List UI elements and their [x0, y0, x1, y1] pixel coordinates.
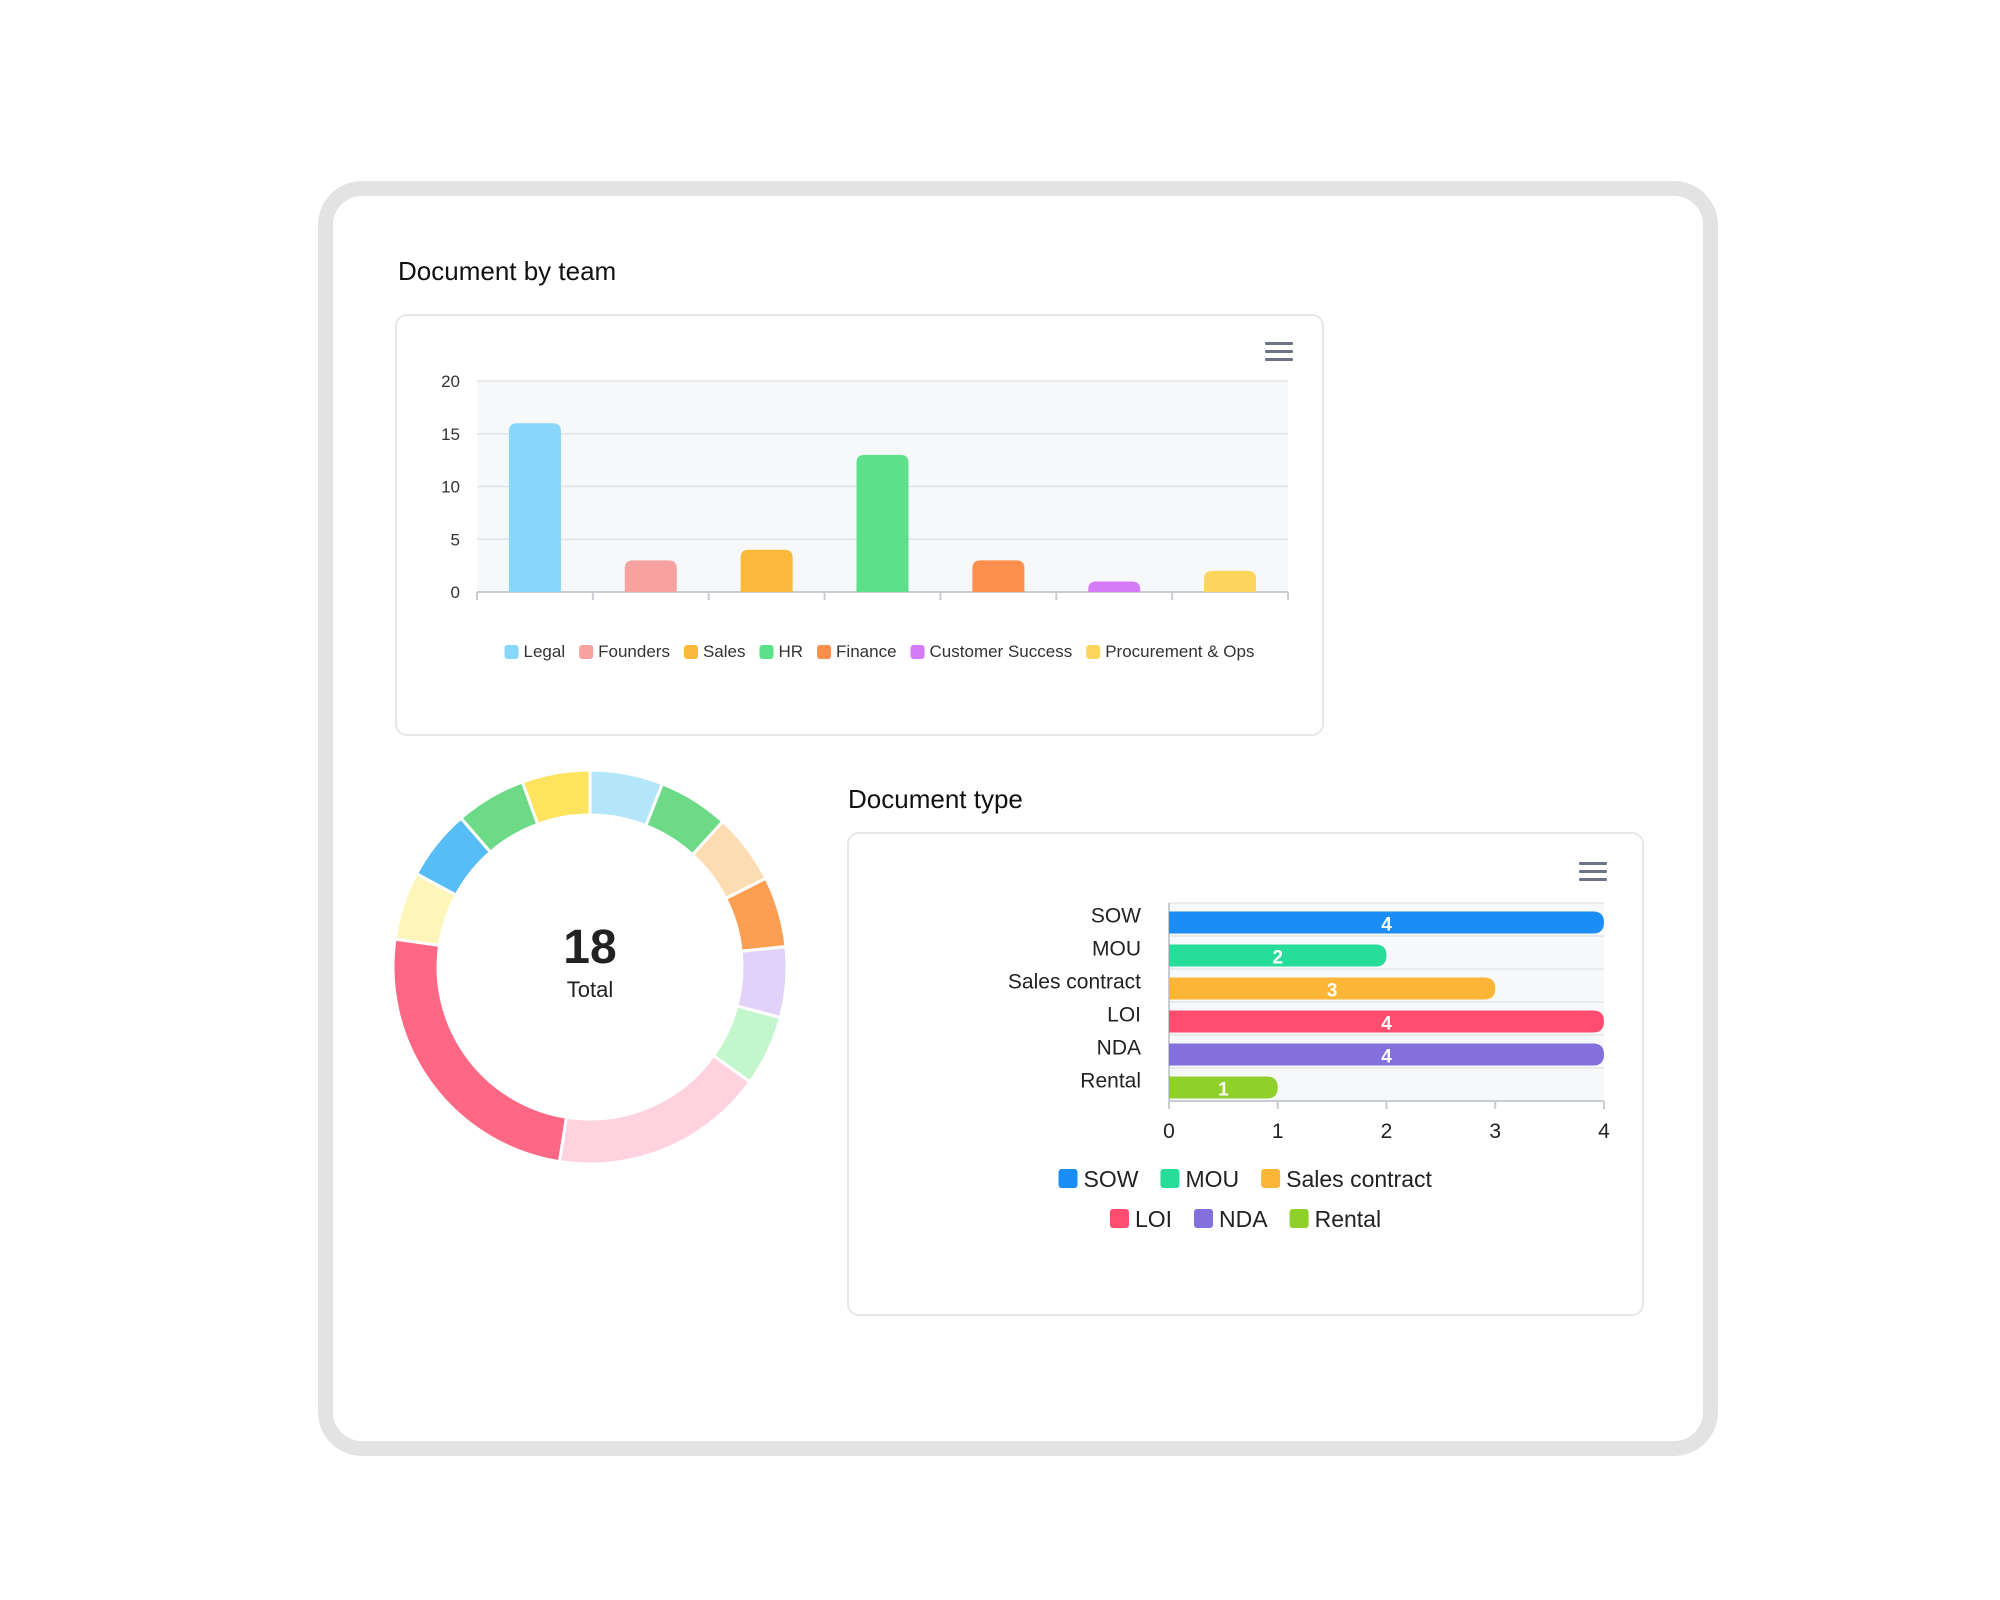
bar-finance	[972, 560, 1025, 592]
x-tick-label: 2	[1381, 1120, 1393, 1143]
team-chart-card: 0 5 10 15 20 Legal Founders Sales HR Finance Custo…	[395, 314, 1324, 736]
bar-sales	[740, 549, 793, 592]
team-section-title: Document by team	[398, 256, 617, 286]
hamburger-menu-icon[interactable]	[1265, 342, 1293, 362]
x-tick-label: 1	[1272, 1120, 1284, 1143]
legend-item: Sales contract	[1286, 1166, 1432, 1192]
bar-sow	[1169, 911, 1604, 934]
donut-total-label: Total	[566, 977, 614, 1002]
category-label: SOW	[1091, 905, 1141, 928]
bar-rental	[1169, 1076, 1278, 1099]
donut-slice	[557, 1053, 753, 1166]
legend-swatch	[817, 645, 832, 659]
type-legend-row: LOI NDA Rental	[1109, 1206, 1381, 1232]
legend-item: LOI	[1135, 1206, 1172, 1232]
legend-item: Rental	[1315, 1206, 1381, 1232]
legend-swatch	[1109, 1209, 1129, 1228]
bar-customer-success	[1088, 581, 1141, 592]
data-label: 4	[1381, 1047, 1392, 1068]
y-tick-label: 0	[451, 583, 460, 602]
bar-nda	[1169, 1043, 1604, 1066]
bar-founders	[624, 560, 677, 592]
category-label: Rental	[1080, 1070, 1141, 1093]
legend-swatch	[759, 645, 774, 659]
legend-item: Procurement & Ops	[1105, 642, 1254, 661]
legend-item: Finance	[836, 642, 896, 661]
bar-sales-contract	[1169, 977, 1496, 1000]
legend-item: Sales	[703, 642, 746, 661]
legend-swatch	[1289, 1209, 1309, 1228]
data-label: 4	[1381, 1014, 1392, 1035]
legend-item: Legal	[524, 642, 566, 661]
x-tick-label: 3	[1489, 1120, 1501, 1143]
hamburger-menu-icon[interactable]	[1579, 862, 1607, 882]
type-bar-chart: 0 1 2 3 4 SOW 4 MOU 2 Sales contract 3 LOI 4 NDA 4 Rent…	[1008, 902, 1610, 1232]
type-chart-card: 0 1 2 3 4 SOW 4 MOU 2 Sales contract 3 LOI 4 NDA 4 Rent…	[847, 832, 1644, 1316]
donut-slice	[520, 768, 592, 827]
category-label: Sales contract	[1008, 971, 1141, 994]
type-section-title: Document type	[848, 784, 1023, 814]
legend-swatch	[910, 645, 925, 659]
x-tick-label: 4	[1598, 1120, 1610, 1143]
y-tick-label: 15	[441, 425, 460, 444]
category-label: MOU	[1092, 938, 1141, 961]
legend-swatch	[504, 645, 519, 659]
legend-item: MOU	[1185, 1166, 1239, 1192]
category-label: NDA	[1097, 1037, 1141, 1060]
legend-item: Founders	[598, 642, 670, 661]
legend-swatch	[1194, 1209, 1214, 1228]
donut-chart: 18 Total	[385, 762, 795, 1172]
legend-item: HR	[778, 642, 803, 661]
team-legend: Legal Founders Sales HR Finance Customer Succ…	[504, 642, 1254, 661]
bar-loi	[1169, 1010, 1604, 1033]
donut-total-value: 18	[563, 921, 617, 974]
legend-swatch	[1160, 1169, 1180, 1188]
bar-hr	[856, 454, 909, 592]
legend-swatch	[579, 645, 594, 659]
legend-swatch	[1058, 1169, 1078, 1188]
y-tick-label: 5	[451, 530, 460, 549]
legend-item: NDA	[1219, 1206, 1268, 1232]
y-tick-label: 20	[441, 372, 460, 391]
legend-swatch	[1086, 645, 1101, 659]
x-tick-label: 0	[1163, 1120, 1175, 1143]
bar-procurement-ops	[1204, 570, 1257, 592]
team-bar-chart: 0 5 10 15 20 Legal Founders Sales HR Finance Custo…	[441, 372, 1289, 661]
category-label: LOI	[1107, 1004, 1141, 1027]
type-legend-row: SOW MOU Sales contract	[1058, 1166, 1432, 1192]
bar-mou	[1169, 944, 1387, 967]
data-label: 3	[1327, 981, 1338, 1002]
data-label: 1	[1218, 1080, 1229, 1101]
legend-item: SOW	[1084, 1166, 1139, 1192]
legend-swatch	[1261, 1169, 1281, 1188]
bar-legal	[508, 423, 561, 592]
legend-swatch	[683, 645, 698, 659]
data-label: 2	[1272, 948, 1283, 969]
data-label: 4	[1381, 915, 1392, 936]
y-tick-label: 10	[441, 478, 460, 497]
legend-item: Customer Success	[930, 642, 1073, 661]
